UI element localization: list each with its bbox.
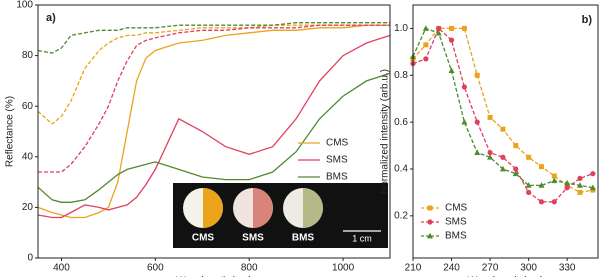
marker: [474, 119, 480, 125]
series-line: [37, 34, 391, 219]
x-tick-label: 210: [405, 263, 422, 274]
legend-label: CMS: [445, 203, 468, 214]
series-line: [37, 22, 390, 54]
legend-label: SMS: [326, 155, 348, 166]
marker: [538, 199, 545, 205]
x-tick-label: 240: [443, 263, 460, 274]
x-tick-label: 1000: [332, 263, 355, 274]
x-tick-label: 600: [147, 263, 164, 274]
scale-label: 1 cm: [352, 233, 372, 243]
marker: [512, 170, 519, 177]
marker: [422, 25, 429, 31]
marker: [435, 29, 442, 36]
x-tick-label: 330: [559, 263, 576, 274]
marker: [577, 175, 583, 181]
marker: [499, 165, 506, 172]
marker: [526, 189, 532, 196]
sample-label: CMS: [192, 233, 215, 244]
x-axis-title: Wavelength (nm): [468, 276, 544, 277]
marker: [474, 72, 480, 78]
y-tick-label: 100: [16, 0, 33, 11]
marker: [423, 42, 429, 48]
marker: [436, 25, 442, 32]
marker: [449, 25, 455, 31]
marker: [487, 149, 493, 156]
panel-label: b): [582, 14, 593, 26]
marker: [525, 182, 532, 188]
y-tick-label: 0.4: [394, 164, 408, 175]
marker: [590, 171, 596, 177]
marker: [461, 118, 468, 125]
marker: [538, 164, 544, 170]
y-axis-title: Reflectance (%): [5, 96, 16, 167]
series-line: [37, 72, 391, 203]
marker: [474, 149, 481, 155]
sample-half: [303, 188, 323, 228]
legend-marker: [427, 219, 433, 225]
marker: [487, 154, 494, 160]
y-tick-label: 40: [22, 151, 34, 162]
sample-half: [203, 188, 223, 228]
x-tick-label: 270: [482, 263, 499, 274]
y-axis-title: Normalized intensity (arb.u.): [380, 69, 391, 194]
legend-label: BMS: [326, 172, 348, 183]
sample-label: BMS: [292, 233, 315, 244]
plot-frame: [37, 4, 391, 259]
series-line: [37, 24, 390, 125]
marker: [589, 184, 596, 191]
y-tick-label: 1.0: [394, 23, 408, 34]
plot-frame: [412, 4, 599, 259]
marker: [513, 143, 519, 149]
marker: [551, 177, 558, 184]
legend-marker: [427, 205, 433, 211]
marker: [448, 67, 455, 73]
panel-label: a): [46, 12, 56, 24]
marker: [513, 166, 519, 172]
marker: [577, 182, 584, 188]
marker: [461, 84, 467, 90]
x-tick-label: 800: [241, 263, 258, 274]
x-tick-label: 400: [53, 263, 70, 274]
sample-half: [253, 188, 273, 228]
legend-marker: [427, 232, 433, 239]
y-tick-label: 0.6: [394, 117, 408, 128]
marker: [487, 114, 493, 120]
marker: [448, 37, 455, 43]
marker: [577, 189, 583, 195]
series-line: [37, 24, 390, 219]
legend-label: SMS: [445, 217, 467, 228]
y-tick-label: 20: [22, 202, 34, 213]
marker: [551, 199, 557, 205]
legend-label: BMS: [445, 231, 467, 242]
marker: [564, 185, 570, 191]
marker: [564, 179, 571, 186]
series-line: [412, 27, 594, 203]
series-line: [38, 24, 390, 173]
marker: [423, 56, 429, 62]
marker: [461, 25, 467, 31]
marker: [551, 173, 557, 179]
marker: [500, 154, 506, 160]
marker: [526, 154, 532, 160]
x-tick-label: 300: [520, 263, 537, 274]
y-tick-label: 60: [22, 101, 34, 112]
y-tick-label: 0.8: [394, 70, 408, 81]
y-tick-label: 0.2: [394, 210, 408, 221]
sample-label: SMS: [242, 233, 264, 244]
legend-label: CMS: [326, 138, 349, 149]
series-line: [412, 27, 594, 189]
y-tick-label: 80: [22, 50, 34, 61]
y-tick-label: 0: [27, 253, 33, 264]
marker: [538, 182, 545, 188]
x-axis-title: Wavelength (nm): [176, 276, 252, 277]
marker: [500, 126, 506, 132]
